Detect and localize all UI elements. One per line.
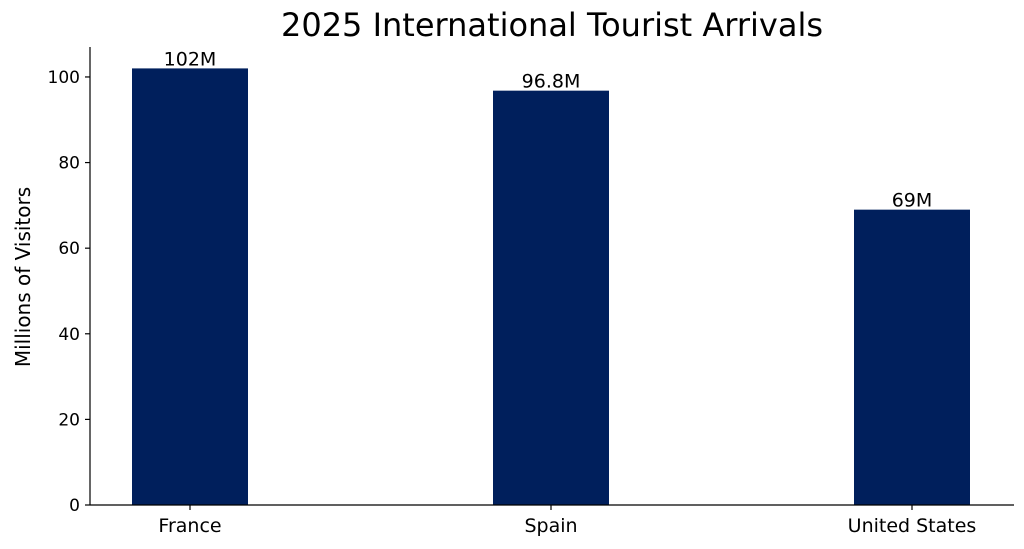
data-label: 96.8M <box>522 71 581 93</box>
y-tick-label: 100 <box>48 68 80 88</box>
x-tick-label: United States <box>848 515 977 537</box>
chart-title: 2025 International Tourist Arrivals <box>281 6 823 44</box>
data-label: 102M <box>164 48 217 70</box>
y-tick-label: 80 <box>58 154 80 174</box>
y-tick-label: 40 <box>58 325 80 345</box>
bar-spain <box>493 90 609 505</box>
bar-france <box>132 68 248 506</box>
bar-united-states <box>854 209 970 505</box>
y-tick-label: 60 <box>58 239 80 259</box>
bars-group: 102M 96.8M 69M <box>132 48 970 506</box>
y-tick-label: 20 <box>58 410 80 430</box>
y-axis-ticks: 0 20 40 60 80 100 <box>48 68 90 516</box>
y-tick-label: 0 <box>69 496 80 516</box>
x-tick-label: France <box>158 515 221 537</box>
x-axis-ticks: France Spain United States <box>158 505 976 537</box>
data-label: 69M <box>892 190 933 212</box>
x-tick-label: Spain <box>524 515 577 537</box>
y-axis-label: Millions of Visitors <box>11 187 35 367</box>
